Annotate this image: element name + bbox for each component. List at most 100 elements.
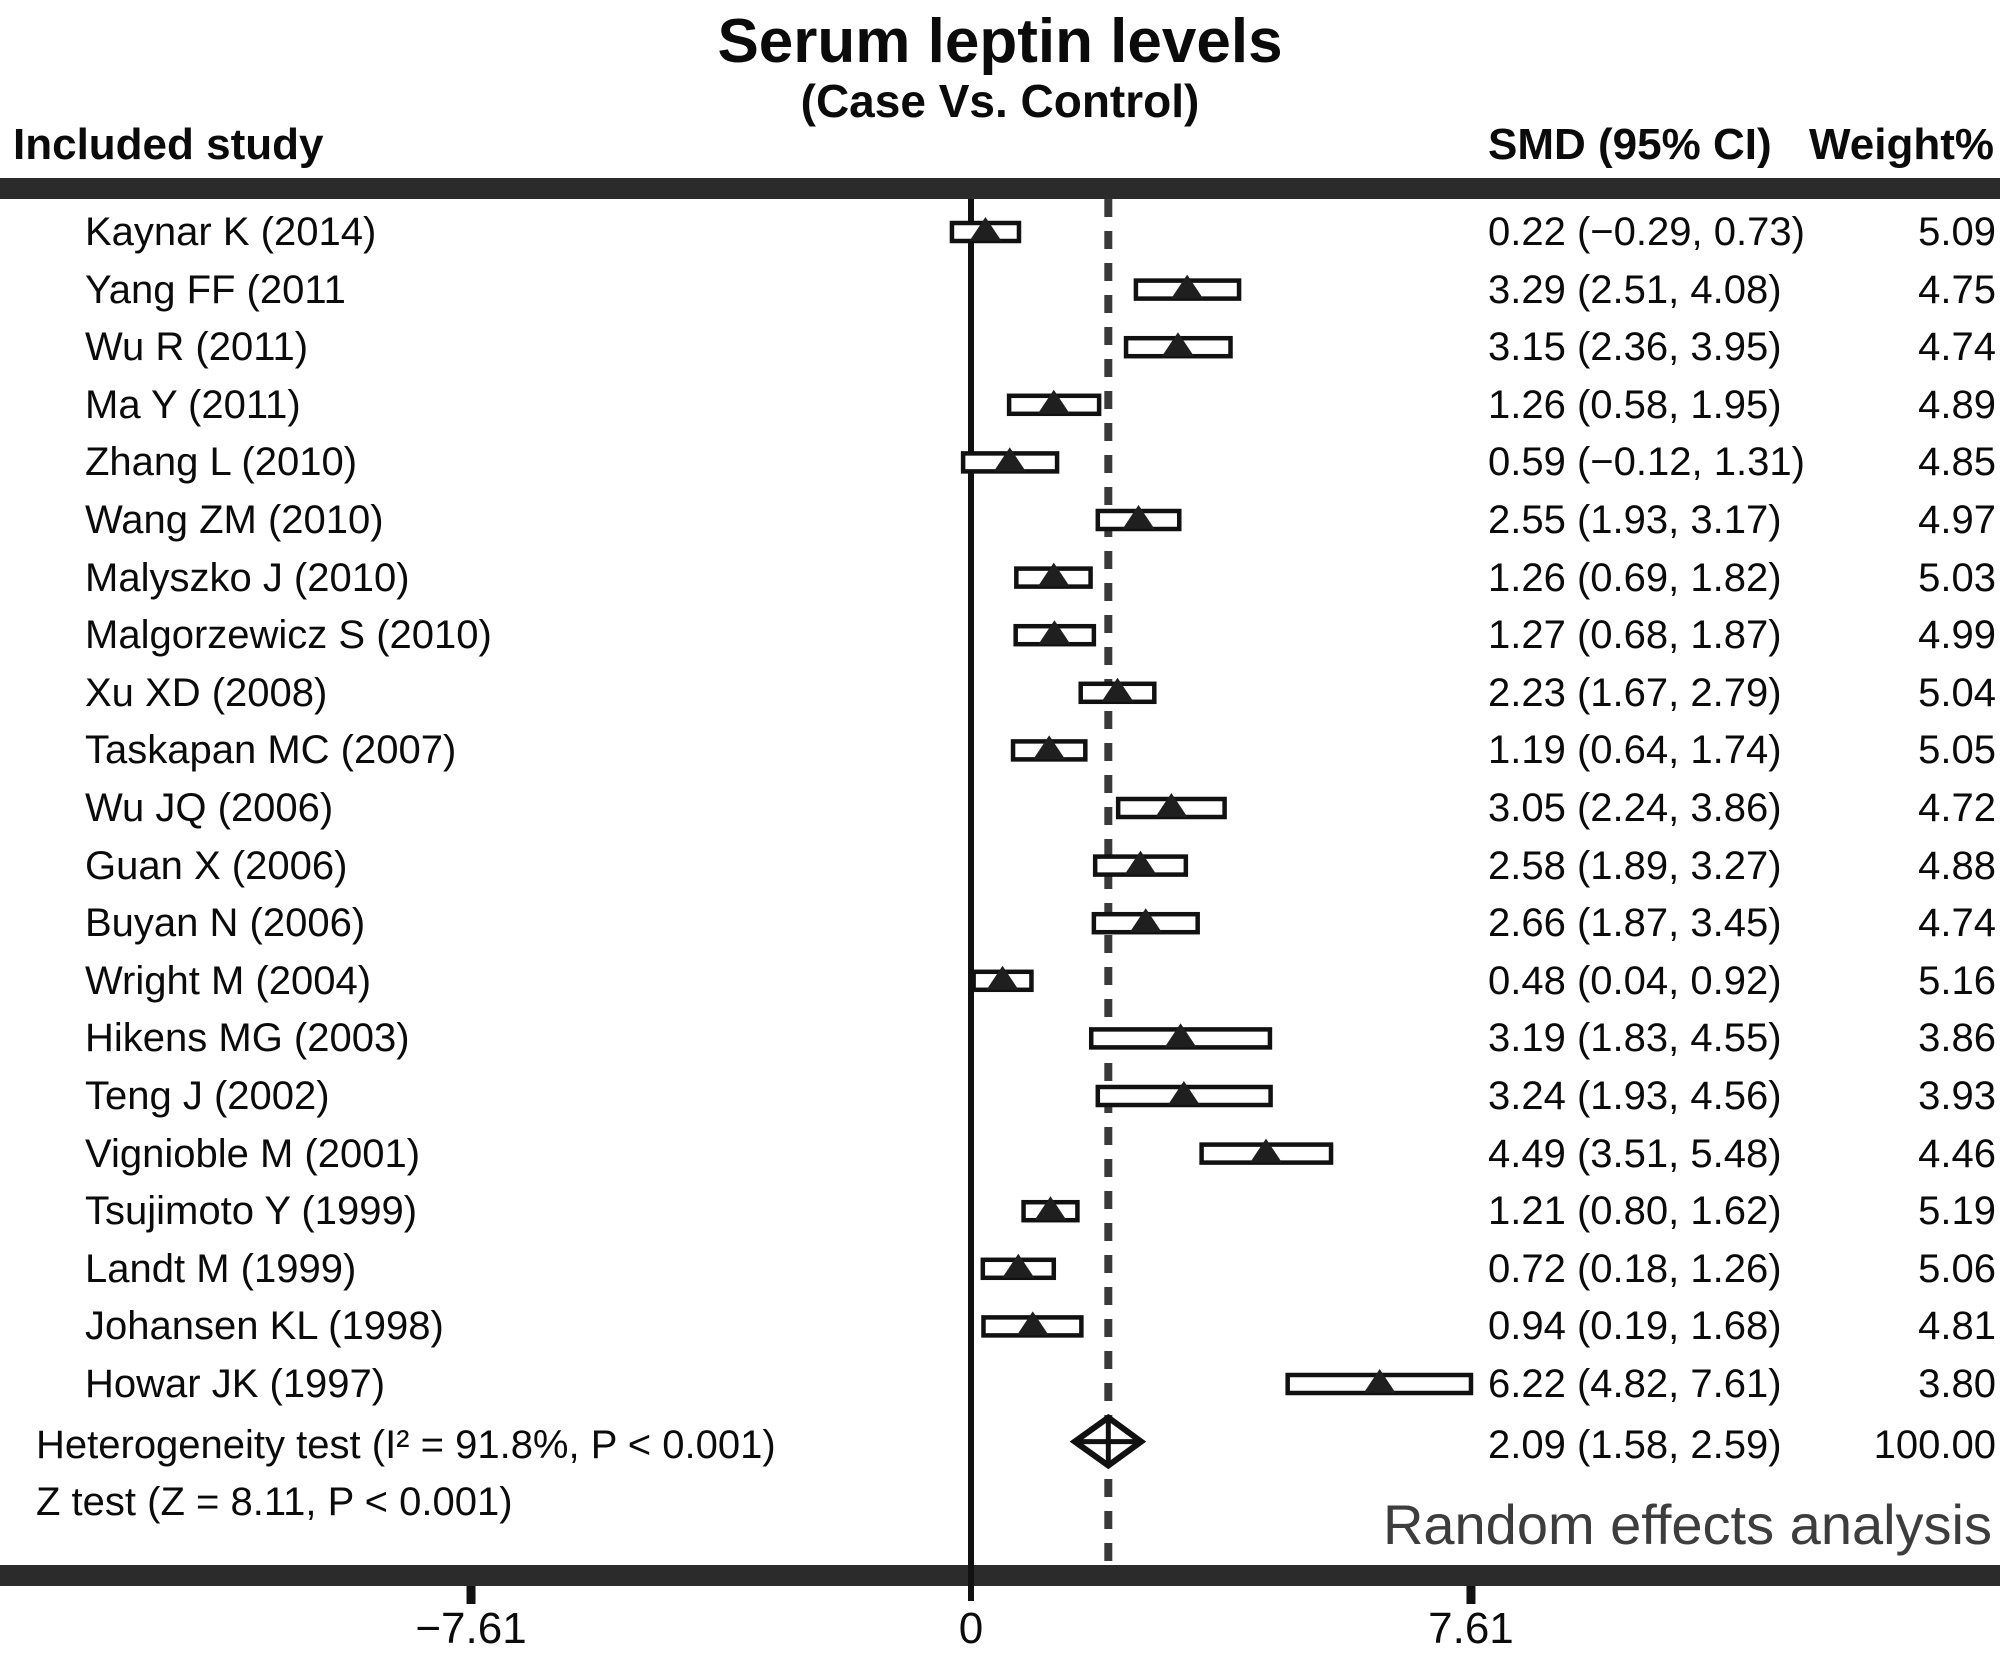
weight-value: 4.46 xyxy=(1918,1131,1996,1176)
weight-value: 4.99 xyxy=(1918,613,1996,658)
estimate-triangle xyxy=(1101,677,1134,702)
weight-value: 4.85 xyxy=(1918,440,1996,485)
study-label: Tsujimoto Y (1999) xyxy=(85,1189,418,1234)
study-label: Johansen KL (1998) xyxy=(85,1304,444,1349)
weight-value: 4.81 xyxy=(1918,1304,1996,1349)
smd-ci-value: 2.55 (1.93, 3.17) xyxy=(1488,498,1782,542)
weight-value: 4.74 xyxy=(1918,901,1996,946)
study-label: Wright M (2004) xyxy=(85,958,372,1003)
estimate-triangle xyxy=(1122,505,1155,529)
column-header-included-study: Included study xyxy=(13,120,324,169)
bottom-rule-bar xyxy=(0,1565,2000,1586)
estimate-triangle xyxy=(1124,850,1157,875)
summary-weight-value: 100.00 xyxy=(1873,1422,1996,1467)
analysis-model-note: Random effects analysis xyxy=(1382,1493,1992,1556)
axis-tick-label: 0 xyxy=(958,1604,984,1653)
smd-ci-value: 3.29 (2.51, 4.08) xyxy=(1488,267,1782,312)
study-label: Howar JK (1997) xyxy=(85,1362,386,1406)
study-label: Wang ZM (2010) xyxy=(85,498,384,542)
smd-ci-value: 1.26 (0.58, 1.95) xyxy=(1488,382,1782,427)
smd-ci-value: 0.72 (0.18, 1.26) xyxy=(1488,1246,1782,1291)
weight-value: 5.05 xyxy=(1918,728,1996,773)
estimate-triangle xyxy=(1171,274,1204,299)
smd-ci-value: 3.05 (2.24, 3.86) xyxy=(1488,786,1782,830)
estimate-triangle xyxy=(1167,1081,1200,1105)
smd-ci-value: 2.58 (1.89, 3.27) xyxy=(1488,843,1782,888)
study-label: Buyan N (2006) xyxy=(85,901,366,946)
study-label: Wu JQ (2006) xyxy=(85,786,334,830)
estimate-triangle xyxy=(1363,1369,1396,1393)
heterogeneity-test-label: Heterogeneity test (I² = 91.8%, P < 0.00… xyxy=(36,1422,776,1467)
estimate-triangle xyxy=(1037,389,1070,414)
z-test-label: Z test (Z = 8.11, P < 0.001) xyxy=(36,1480,513,1525)
study-label: Wu R (2011) xyxy=(85,325,309,370)
study-label: Yang FF (2011 xyxy=(85,267,346,312)
estimate-triangle xyxy=(1038,620,1071,645)
study-label: Taskapan MC (2007) xyxy=(85,728,457,773)
smd-ci-value: 0.22 (−0.29, 0.73) xyxy=(1488,210,1805,254)
weight-value: 4.89 xyxy=(1918,382,1996,427)
smd-ci-value: 1.26 (0.69, 1.82) xyxy=(1488,555,1782,600)
weight-value: 3.86 xyxy=(1918,1016,1996,1061)
weight-value: 4.74 xyxy=(1918,325,1996,370)
page-title: Serum leptin levels xyxy=(717,7,1283,76)
estimate-triangle xyxy=(1155,793,1188,817)
weight-value: 4.75 xyxy=(1918,267,1996,312)
column-header-smd-ci: SMD (95% CI) xyxy=(1488,120,1772,169)
page-subtitle: (Case Vs. Control) xyxy=(800,75,1200,127)
study-label: Zhang L (2010) xyxy=(85,440,358,485)
study-label: Guan X (2006) xyxy=(85,843,348,888)
estimate-triangle xyxy=(1034,1196,1067,1221)
weight-value: 5.04 xyxy=(1918,670,1996,715)
smd-ci-value: 6.22 (4.82, 7.61) xyxy=(1488,1362,1782,1406)
weight-value: 5.19 xyxy=(1918,1189,1996,1234)
estimate-triangle xyxy=(1161,332,1194,357)
estimate-triangle xyxy=(993,447,1026,472)
study-label: Malyszko J (2010) xyxy=(85,555,410,600)
smd-ci-value: 3.15 (2.36, 3.95) xyxy=(1488,325,1782,370)
study-label: Xu XD (2008) xyxy=(85,670,328,715)
estimate-triangle xyxy=(1002,1253,1035,1278)
weight-value: 5.03 xyxy=(1918,555,1996,600)
estimate-triangle xyxy=(1249,1138,1282,1163)
estimate-triangle xyxy=(969,217,1002,241)
smd-ci-value: 4.49 (3.51, 5.48) xyxy=(1488,1131,1782,1176)
study-label: Hikens MG (2003) xyxy=(85,1016,410,1061)
study-label: Kaynar K (2014) xyxy=(85,210,377,254)
estimate-triangle xyxy=(986,965,1019,990)
estimate-triangle xyxy=(1016,1311,1049,1336)
top-rule-bar xyxy=(0,178,2000,199)
smd-ci-value: 1.21 (0.80, 1.62) xyxy=(1488,1189,1782,1234)
smd-ci-value: 2.66 (1.87, 3.45) xyxy=(1488,901,1782,946)
smd-ci-value: 0.59 (−0.12, 1.31) xyxy=(1488,440,1805,485)
smd-ci-value: 0.48 (0.04, 0.92) xyxy=(1488,958,1782,1003)
summary-smd-ci-value: 2.09 (1.58, 2.59) xyxy=(1488,1422,1782,1467)
estimate-triangle xyxy=(1037,562,1070,587)
estimate-triangle xyxy=(1033,735,1066,760)
weight-value: 4.97 xyxy=(1918,498,1996,542)
smd-ci-value: 3.19 (1.83, 4.55) xyxy=(1488,1016,1782,1061)
study-label: Vignioble M (2001) xyxy=(85,1131,421,1176)
axis-tick-label: 7.61 xyxy=(1428,1604,1514,1653)
weight-value: 4.72 xyxy=(1918,786,1996,830)
study-label: Landt M (1999) xyxy=(85,1246,357,1291)
smd-ci-value: 0.94 (0.19, 1.68) xyxy=(1488,1304,1782,1349)
estimate-triangle xyxy=(1129,908,1162,933)
study-label: Malgorzewicz S (2010) xyxy=(85,613,492,658)
axis-tick-label: −7.61 xyxy=(415,1604,527,1653)
column-header-weight: Weight% xyxy=(1809,120,1994,169)
weight-value: 4.88 xyxy=(1918,843,1996,888)
weight-value: 5.06 xyxy=(1918,1246,1996,1291)
weight-value: 5.16 xyxy=(1918,958,1996,1003)
smd-ci-value: 3.24 (1.93, 4.56) xyxy=(1488,1074,1782,1118)
smd-ci-value: 2.23 (1.67, 2.79) xyxy=(1488,670,1782,715)
weight-value: 3.80 xyxy=(1918,1362,1996,1406)
weight-value: 5.09 xyxy=(1918,210,1996,254)
estimate-triangle xyxy=(1164,1023,1197,1048)
smd-ci-value: 1.27 (0.68, 1.87) xyxy=(1488,613,1782,658)
study-label: Teng J (2002) xyxy=(85,1074,330,1118)
weight-value: 3.93 xyxy=(1918,1074,1996,1118)
smd-ci-value: 1.19 (0.64, 1.74) xyxy=(1488,728,1782,773)
